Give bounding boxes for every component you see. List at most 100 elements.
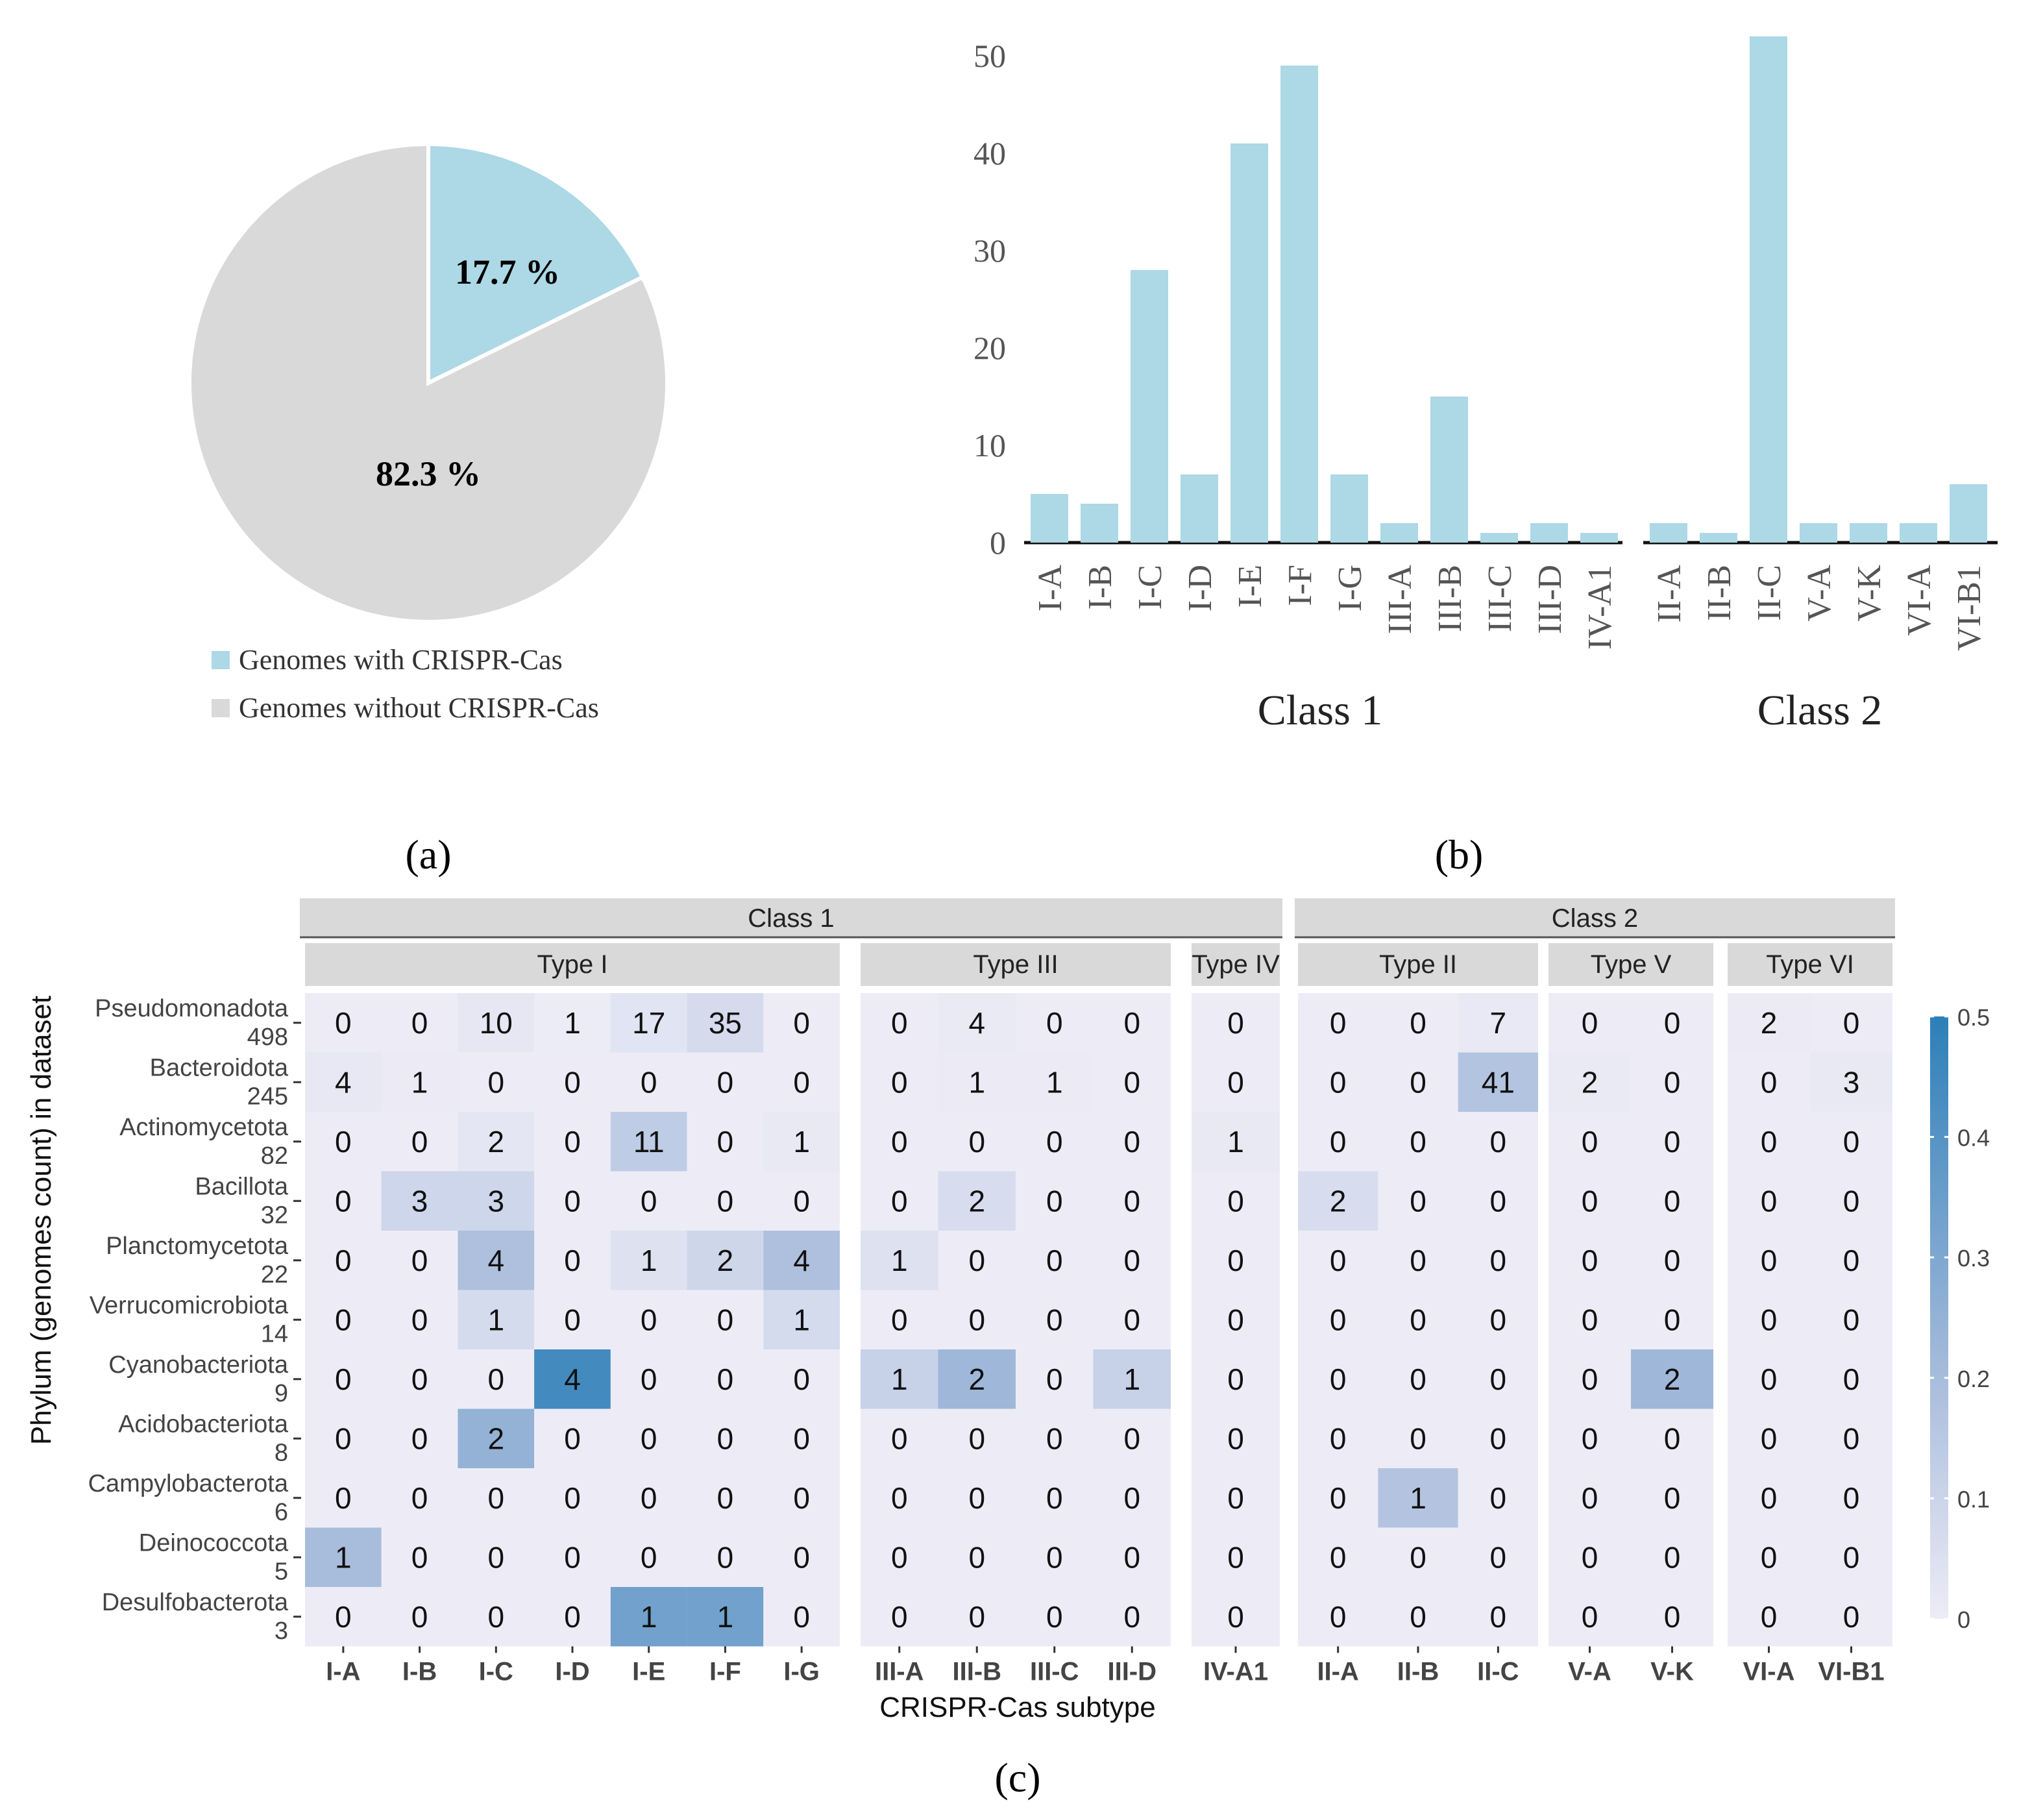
x-tick-label: I-F: [709, 1658, 741, 1686]
heatmap-cell-value: 0: [1761, 1540, 1778, 1574]
class-strip: [1295, 898, 1895, 937]
heatmap-cell-value: 3: [411, 1184, 428, 1218]
heatmap-cell: [381, 1231, 458, 1290]
heatmap-cell-value: 0: [891, 1184, 908, 1218]
heatmap-cell: [1728, 1527, 1810, 1587]
heatmap-cell: [861, 1349, 938, 1409]
bar-x-tick-label: I-C: [1132, 565, 1169, 609]
heatmap-cell-value: 1: [1227, 1125, 1244, 1159]
heatmap-cell: [305, 1468, 382, 1528]
heatmap-cell-value: 0: [1123, 1421, 1140, 1455]
heatmap-cell-value: 0: [1490, 1362, 1507, 1396]
type-strip-label: Type III: [973, 950, 1058, 979]
heatmap-cell-value: 0: [1843, 1540, 1860, 1574]
heatmap-cell-value: 0: [1330, 1244, 1347, 1277]
heatmap-cell: [381, 1587, 458, 1647]
heatmap-cell-value: 4: [968, 1006, 985, 1040]
heatmap-cell-value: 0: [487, 1065, 504, 1099]
legend-label-without-crispr: Genomes without CRISPR-Cas: [239, 692, 599, 724]
heatmap-cell: [381, 1112, 458, 1172]
heatmap-cell-value: 0: [564, 1481, 581, 1515]
heatmap-cell: [610, 1171, 687, 1231]
heatmap-cell-value: 0: [891, 1421, 908, 1455]
bar: [1330, 474, 1368, 543]
heatmap-cell-value: 0: [891, 1125, 908, 1159]
heatmap-cell: [305, 1171, 382, 1231]
heatmap-cell-value: 0: [564, 1540, 581, 1574]
heatmap-cell-value: 0: [1123, 1065, 1140, 1099]
heatmap-cell-value: 0: [335, 1303, 352, 1336]
heatmap-cell: [687, 1408, 764, 1468]
colorbar-tick-label: 0.5: [1957, 1004, 1990, 1031]
heatmap-cell: [1298, 1171, 1378, 1231]
heatmap-cell-value: 0: [564, 1600, 581, 1634]
heatmap-cell-value: 0: [1664, 1303, 1681, 1336]
row-label-count: 9: [275, 1380, 288, 1407]
heatmap-cell-value: 0: [1046, 1303, 1063, 1336]
heatmap-cell-value: 0: [1761, 1421, 1778, 1455]
pie-label-without-crispr: 82.3 %: [376, 454, 481, 493]
heatmap-cell: [763, 1171, 840, 1231]
heatmap-cell-value: 0: [717, 1125, 734, 1159]
heatmap-cell-value: 1: [891, 1362, 908, 1396]
type-strip: [861, 943, 1171, 986]
heatmap-cell-value: 0: [335, 1362, 352, 1396]
colorbar-tick-label: 0.1: [1957, 1486, 1990, 1512]
bar: [1900, 523, 1937, 543]
heatmap-cell: [1016, 1290, 1094, 1349]
heatmap-cell-value: 0: [1227, 1065, 1244, 1099]
heatmap-cell: [1016, 1468, 1094, 1528]
heatmap-cell: [1378, 1587, 1458, 1647]
heatmap-cell-value: 4: [564, 1362, 581, 1396]
bar: [1750, 36, 1787, 543]
heatmap-cell-value: 0: [1410, 1362, 1426, 1396]
heatmap-cell: [687, 1231, 764, 1290]
heatmap-cell-value: 0: [1664, 1065, 1681, 1099]
heatmap-cell: [1548, 993, 1631, 1053]
heatmap-cell-value: 0: [1227, 1244, 1244, 1277]
heatmap-cell-value: 0: [1664, 1421, 1681, 1455]
heatmap-cell-value: 0: [487, 1600, 504, 1634]
heatmap-cell-value: 0: [1490, 1303, 1507, 1336]
heatmap-cell: [763, 1408, 840, 1468]
heatmap-cell-value: 0: [411, 1481, 428, 1515]
type-strip: [1548, 943, 1713, 986]
heatmap-cell: [687, 1171, 764, 1231]
heatmap-cell: [938, 1231, 1016, 1290]
heatmap-cell: [1728, 1408, 1810, 1468]
heatmap-cell-value: 0: [1664, 1481, 1681, 1515]
heatmap-cell-value: 0: [1123, 1540, 1140, 1574]
heatmap-cell: [687, 993, 764, 1053]
heatmap-cell-value: 0: [968, 1303, 985, 1336]
heatmap-cell-value: 0: [1664, 1600, 1681, 1634]
heatmap-cell: [861, 1052, 938, 1112]
heatmap-cell-value: 1: [411, 1065, 428, 1099]
heatmap-cell-value: 0: [411, 1125, 428, 1159]
heatmap-cell-value: 1: [1410, 1481, 1426, 1515]
heatmap-cell-value: 0: [1843, 1125, 1860, 1159]
heatmap-cell-value: 0: [1582, 1362, 1598, 1396]
heatmap-cell-value: 1: [1046, 1065, 1063, 1099]
heatmap-cell: [1458, 993, 1538, 1053]
heatmap-cell: [534, 1527, 611, 1587]
heatmap-cell: [1458, 1290, 1538, 1349]
heatmap-cell-value: 1: [335, 1540, 352, 1574]
row-label-phylum: Bacteroidota: [150, 1055, 289, 1082]
heatmap-y-axis-title: Phylum (genomes count) in dataset: [25, 996, 57, 1445]
heatmap-cell: [687, 1052, 764, 1112]
row-label-count: 498: [247, 1024, 288, 1051]
heatmap-cell: [610, 993, 687, 1053]
bar-y-tick-label: 0: [990, 524, 1006, 561]
bar-group-label-class2: Class 2: [1757, 687, 1883, 734]
row-label-phylum: Bacillota: [195, 1174, 288, 1201]
heatmap-cell: [938, 1349, 1016, 1409]
heatmap-cell-value: 0: [793, 1065, 810, 1099]
heatmap-cell-value: 17: [632, 1006, 665, 1040]
heatmap-cell: [1548, 1408, 1631, 1468]
heatmap-cell-value: 0: [1761, 1303, 1778, 1336]
heatmap-cell-value: 0: [1490, 1540, 1507, 1574]
heatmap-cell: [1298, 993, 1378, 1053]
legend-swatch-with-crispr: [212, 651, 230, 669]
heatmap-cell: [1298, 1349, 1378, 1409]
x-tick-label: III-A: [875, 1658, 924, 1686]
